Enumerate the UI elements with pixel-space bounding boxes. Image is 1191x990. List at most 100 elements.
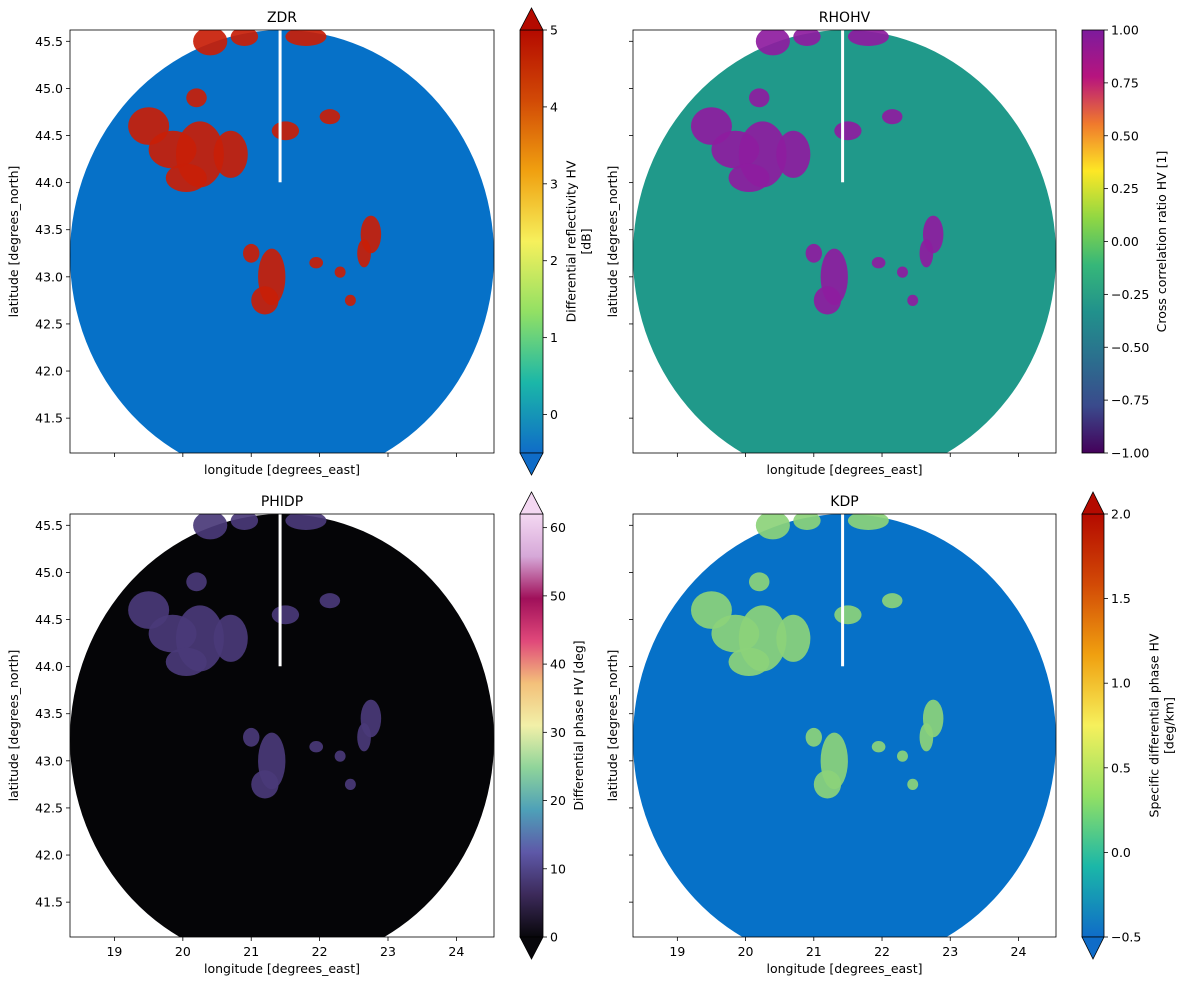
y-tick-label: 43.5 (35, 222, 63, 237)
echo-2 (285, 514, 327, 531)
echo-6 (728, 163, 770, 193)
axes-frame (69, 29, 495, 454)
echo-1 (230, 30, 259, 47)
colorbar-extend-min (1081, 936, 1105, 960)
radar-disc (70, 514, 494, 937)
echo-16 (309, 257, 324, 269)
colorbar-tick-label: 4 (550, 99, 558, 114)
y-tick-label: 42.5 (35, 800, 63, 815)
echo-16 (309, 741, 324, 753)
x-tick-label: 21 (243, 944, 259, 959)
echo-9 (319, 593, 341, 609)
y-tick-label: 45.0 (35, 81, 63, 96)
radar-disc (70, 30, 494, 453)
echo-7 (776, 130, 811, 178)
echo-1 (230, 514, 259, 531)
echo-10 (186, 572, 207, 592)
colorbar-label: Differential phase HV [deg] (571, 640, 586, 810)
x-axis-label: longitude [degrees_east] (767, 961, 923, 976)
colorbar-extend-max (519, 491, 544, 515)
colorbar-tick-label: 0.75 (1111, 75, 1139, 90)
colorbar-tick-label: 2 (550, 253, 558, 268)
echo-1 (793, 30, 821, 47)
colorbar-tick-label: 0.5 (1111, 760, 1131, 775)
colorbar: 0 1 2 3 4 5 Differential reflectivity HV[dB] (519, 7, 594, 476)
echo-17 (334, 266, 346, 278)
echo-9 (319, 109, 341, 125)
y-tick-label: 44.5 (35, 612, 63, 627)
colorbar-body (519, 29, 544, 454)
echo-14 (813, 770, 842, 799)
y-tick-label: 45.5 (35, 518, 63, 533)
x-tick-label: 20 (175, 944, 191, 959)
colorbar-label: Specific differential phase HV[deg/km] (1147, 633, 1177, 817)
y-tick-label: 45.5 (35, 34, 63, 49)
echo-12 (357, 239, 371, 268)
x-tick-label: 19 (669, 944, 685, 959)
echo-17 (334, 750, 346, 762)
plot-area (633, 30, 1056, 453)
colorbar-tick-label: 20 (550, 793, 566, 808)
echo-0 (193, 514, 228, 540)
colorbar-tick-label: 0 (550, 407, 558, 422)
echo-2 (847, 514, 889, 531)
echo-15 (243, 727, 260, 747)
colorbar-label: Cross correlation ratio HV [1] (1154, 151, 1169, 333)
echo-2 (285, 30, 327, 47)
echo-6 (728, 647, 770, 677)
echo-18 (344, 294, 356, 307)
x-tick-label: 21 (806, 944, 822, 959)
colorbar-tick-label: −0.5 (1111, 930, 1141, 945)
colorbar-tick-label: 0 (550, 930, 558, 945)
y-tick-label: 42.0 (35, 848, 63, 863)
colorbar-extend-min (519, 452, 544, 476)
panel-rhohv: RHOHV longitude [degrees_east] latitude [d… (605, 10, 1169, 477)
colorbar-tick-label: 1.0 (1111, 676, 1131, 691)
panel-phidp: PHIDP 41.5 42.0 42.5 43.0 43.5 44.0 44.5 45.0 45.… (6, 491, 586, 976)
echo-2 (847, 30, 889, 47)
colorbar-tick-label: 0.00 (1111, 234, 1139, 249)
axes-frame (632, 513, 1057, 938)
colorbar-tick-label: −0.50 (1111, 340, 1149, 355)
echo-15 (243, 243, 260, 263)
echo-10 (748, 572, 770, 592)
echo-18 (344, 778, 356, 791)
panel-title: RHOHV (819, 10, 871, 26)
echo-8 (271, 121, 300, 141)
blind-sector (278, 514, 282, 667)
panel-title: KDP (830, 494, 858, 510)
echo-7 (776, 614, 811, 662)
x-tick-label: 22 (312, 944, 328, 959)
blind-sector (278, 30, 282, 183)
echo-12 (919, 723, 934, 752)
echo-9 (882, 109, 903, 125)
colorbar-tick-label: −0.75 (1111, 393, 1149, 408)
echo-12 (357, 723, 371, 752)
echo-6 (165, 163, 207, 193)
echo-18 (907, 778, 919, 791)
x-tick-label: 24 (1011, 944, 1027, 959)
colorbar-tick-label: 60 (550, 520, 566, 535)
x-axis-label: longitude [degrees_east] (204, 961, 360, 976)
echo-14 (813, 286, 842, 315)
colorbar-label: Differential reflectivity HV[dB] (564, 160, 594, 322)
colorbar-tick-label: 40 (550, 657, 566, 672)
colorbar: −0.5 0.0 0.5 1.0 1.5 2.0 Specific differential… (1081, 491, 1177, 960)
echo-0 (193, 30, 228, 56)
y-tick-label: 43.0 (35, 753, 63, 768)
x-tick-label: 22 (874, 944, 890, 959)
echo-12 (919, 239, 934, 268)
y-tick-label: 42.5 (35, 316, 63, 331)
colorbar-tick-label: −1.00 (1111, 446, 1149, 461)
y-tick-label: 44.0 (35, 659, 63, 674)
echo-8 (834, 121, 862, 141)
x-tick-label: 24 (448, 944, 464, 959)
colorbar-tick-label: 30 (550, 725, 566, 740)
echo-15 (805, 727, 822, 747)
colorbar-tick-label: 0.50 (1111, 128, 1139, 143)
echo-14 (251, 286, 279, 315)
echo-7 (213, 614, 248, 662)
colorbar-tick-label: 1.5 (1111, 591, 1131, 606)
y-tick-label: 41.5 (35, 895, 63, 910)
